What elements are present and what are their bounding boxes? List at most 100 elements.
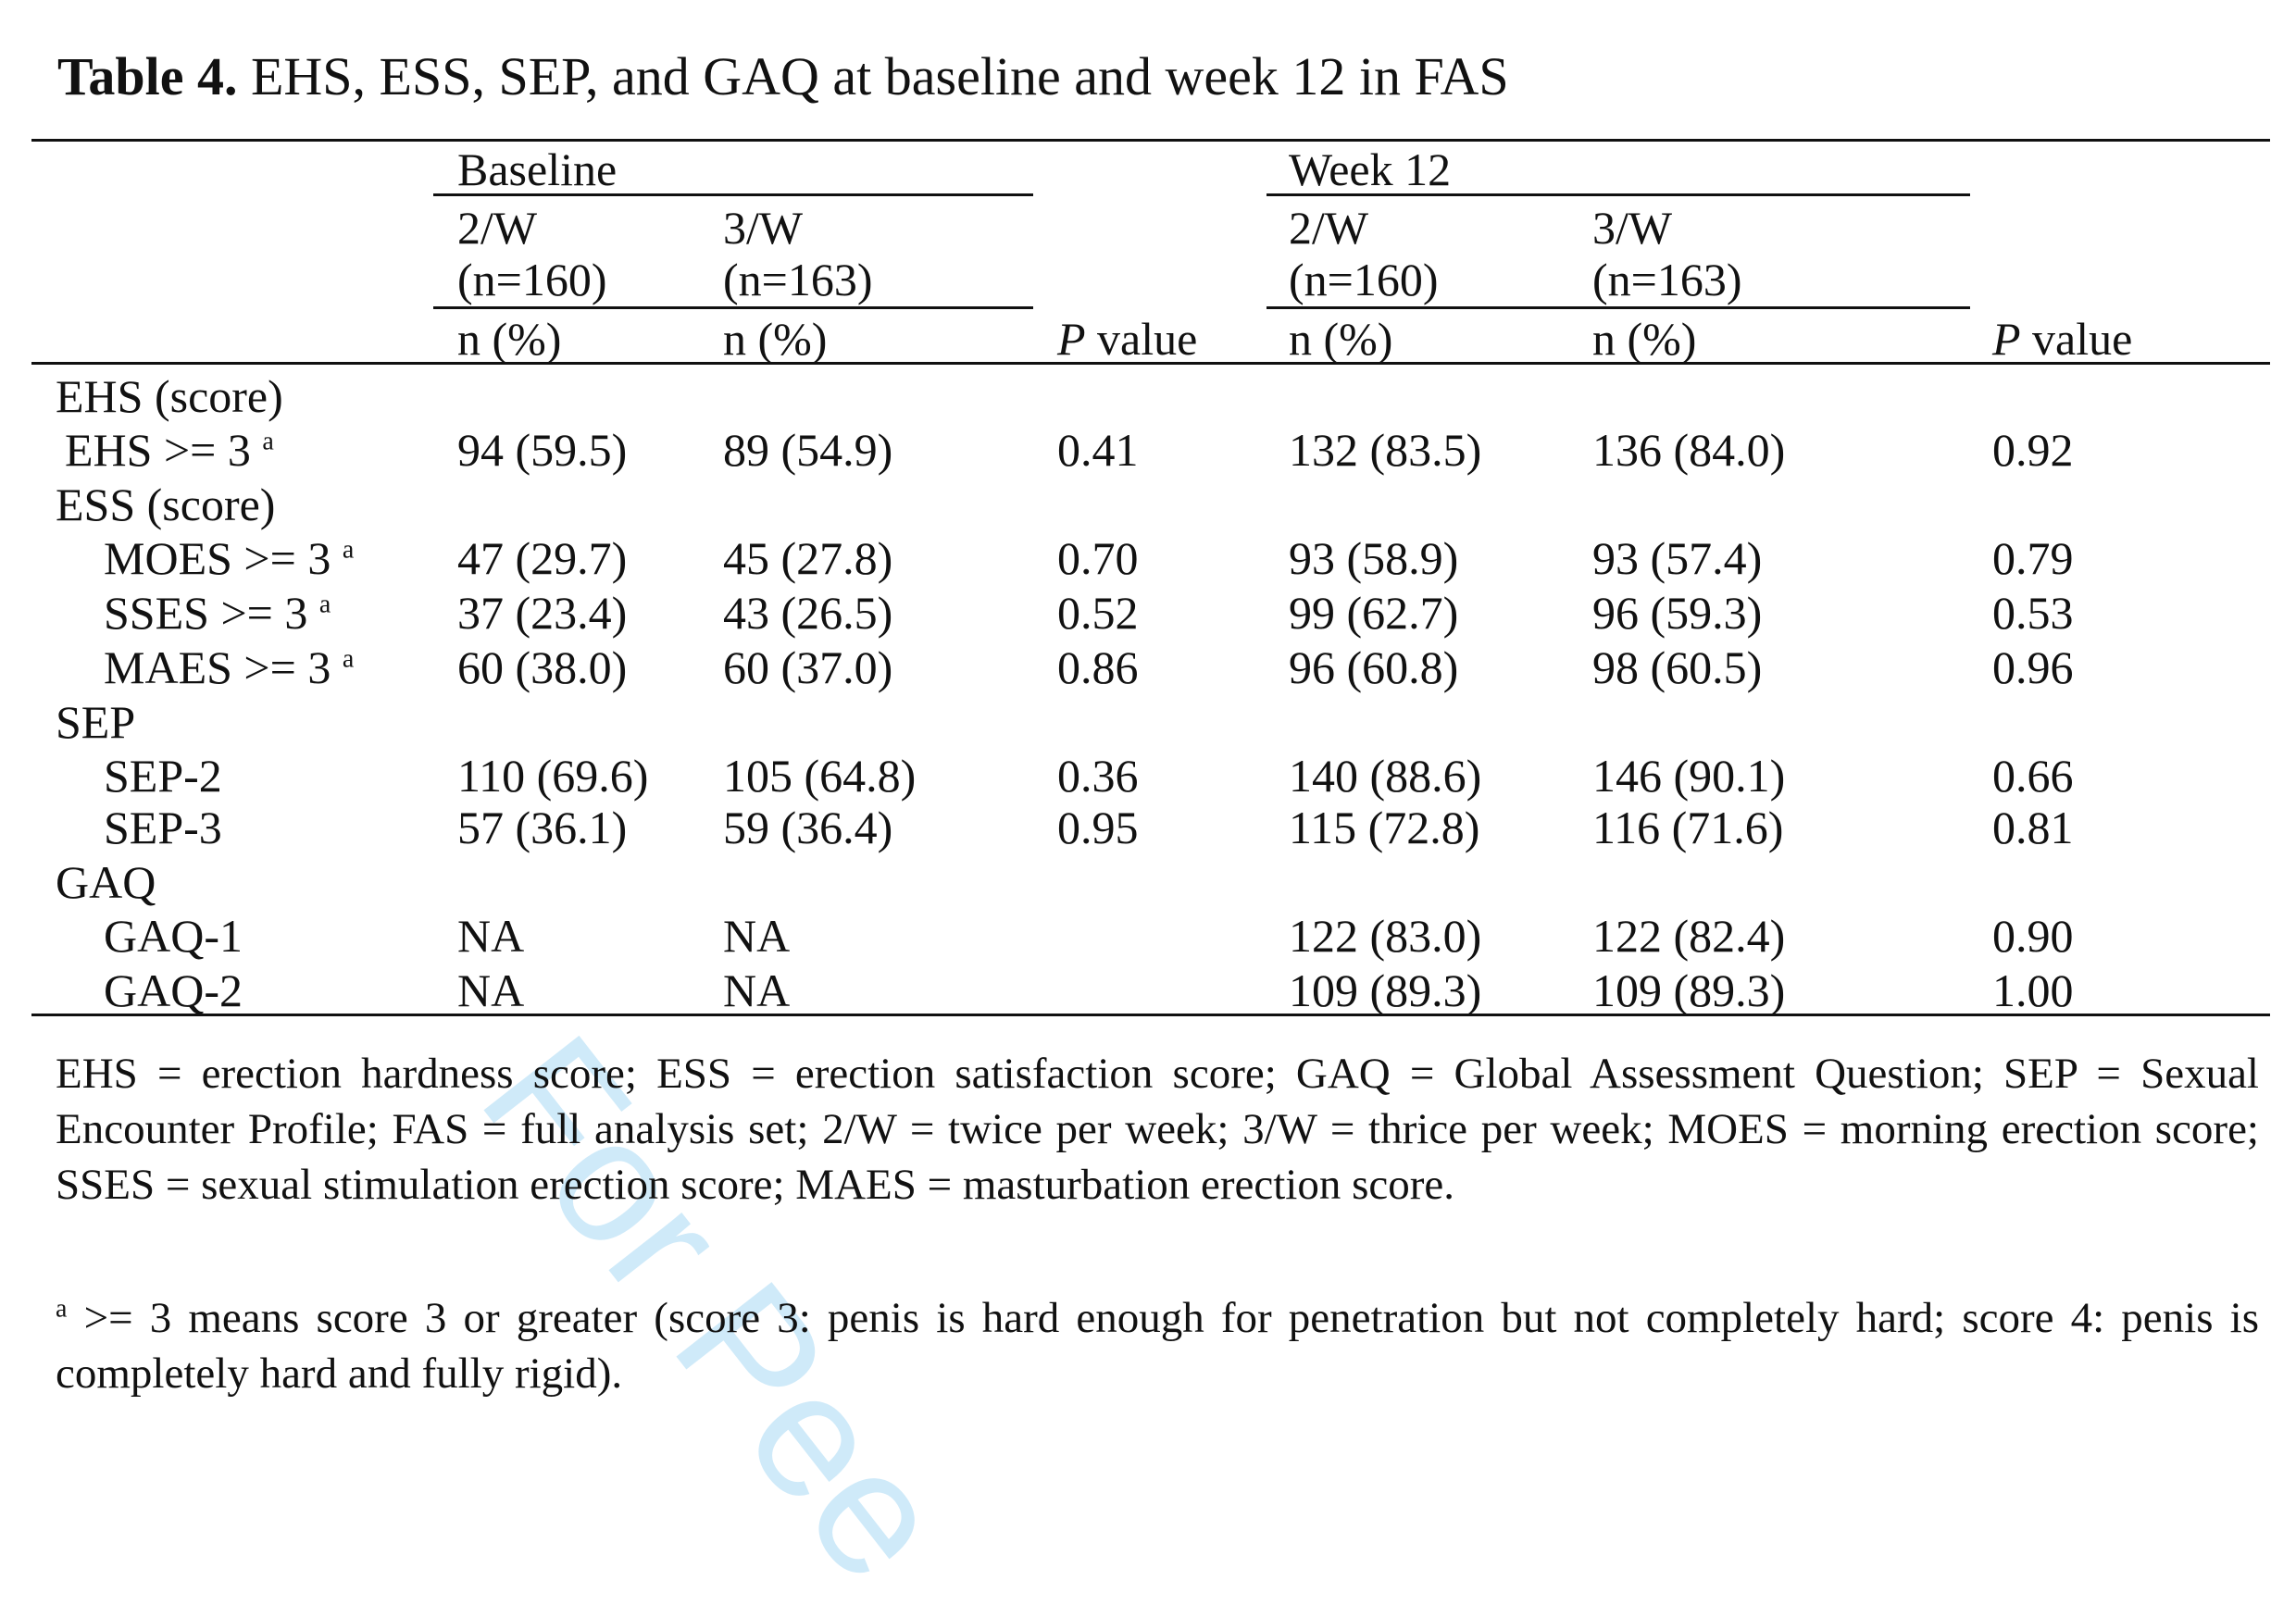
row-label: MAES >= 3 a — [104, 641, 354, 693]
cell-week12-3w: 93 (57.4) — [1592, 532, 1763, 584]
row-label: GAQ-1 — [104, 910, 243, 962]
cell-baseline-2w: 57 (36.1) — [457, 802, 628, 853]
cell-baseline-2w: 37 (23.4) — [457, 587, 628, 639]
cell-week12-pvalue: 0.79 — [1992, 532, 2074, 584]
footnote-a: a >= 3 means score 3 or greater (score 3… — [56, 1290, 2259, 1401]
header-week12-2w-npct: n (%) — [1289, 313, 1393, 365]
cell-week12-pvalue: 0.66 — [1992, 750, 2074, 802]
cell-week12-2w: 96 (60.8) — [1289, 641, 1459, 693]
header-baseline-2w: 2/W — [457, 202, 538, 254]
row-label-text: MOES >= 3 — [104, 532, 331, 584]
row-label-text: GAQ-2 — [104, 964, 243, 1016]
cell-week12-2w: 140 (88.6) — [1289, 750, 1482, 802]
cell-baseline-2w: 47 (29.7) — [457, 532, 628, 584]
cell-baseline-3w: 105 (64.8) — [723, 750, 917, 802]
cell-week12-3w: 116 (71.6) — [1592, 802, 1784, 853]
header-week12-3w-n: (n=163) — [1592, 254, 1742, 305]
baseline-n-rule — [433, 306, 1033, 309]
row-label-text: EHS >= 3 — [65, 424, 251, 476]
row-label: EHS (score) — [56, 370, 283, 422]
cell-week12-2w: 122 (83.0) — [1289, 910, 1482, 962]
cell-week12-3w: 98 (60.5) — [1592, 641, 1763, 693]
header-baseline: Baseline — [457, 143, 618, 195]
cell-baseline-pvalue: 0.41 — [1057, 424, 1139, 476]
row-label-text: EHS (score) — [56, 370, 283, 422]
row-label-text: MAES >= 3 — [104, 641, 331, 693]
cell-week12-2w: 99 (62.7) — [1289, 587, 1459, 639]
cell-week12-pvalue: 0.90 — [1992, 910, 2074, 962]
header-baseline-3w: 3/W — [723, 202, 804, 254]
cell-baseline-3w: NA — [723, 964, 791, 1016]
row-label: SEP-2 — [104, 750, 222, 802]
cell-baseline-2w: 60 (38.0) — [457, 641, 628, 693]
cell-baseline-3w: 59 (36.4) — [723, 802, 893, 853]
cell-week12-pvalue: 0.96 — [1992, 641, 2074, 693]
cell-week12-2w: 115 (72.8) — [1289, 802, 1480, 853]
row-label-text: SEP — [56, 696, 136, 748]
footnote-mark: a — [342, 535, 355, 565]
row-label: GAQ — [56, 856, 156, 908]
cell-baseline-2w: 94 (59.5) — [457, 424, 628, 476]
cell-baseline-pvalue: 0.36 — [1057, 750, 1139, 802]
header-week12-pvalue: P value — [1992, 313, 2132, 365]
p-value-word: value — [2020, 313, 2133, 365]
cell-baseline-3w: 60 (37.0) — [723, 641, 893, 693]
cell-baseline-pvalue: 0.95 — [1057, 802, 1139, 853]
row-label-text: SEP-2 — [104, 750, 222, 802]
cell-week12-2w: 93 (58.9) — [1289, 532, 1459, 584]
cell-week12-3w: 146 (90.1) — [1592, 750, 1786, 802]
cell-week12-3w: 109 (89.3) — [1592, 964, 1786, 1016]
cell-week12-3w: 96 (59.3) — [1592, 587, 1763, 639]
cell-baseline-2w: 110 (69.6) — [457, 750, 649, 802]
cell-baseline-pvalue: 0.70 — [1057, 532, 1139, 584]
cell-week12-3w: 136 (84.0) — [1592, 424, 1786, 476]
footnote-mark: a — [262, 427, 274, 456]
header-rule — [31, 362, 2270, 365]
table-caption: EHS, ESS, SEP, and GAQ at baseline and w… — [237, 46, 1509, 106]
header-week12-3w: 3/W — [1592, 202, 1673, 254]
cell-week12-2w: 109 (89.3) — [1289, 964, 1482, 1016]
p-letter: P — [1057, 313, 1086, 365]
cell-baseline-2w: NA — [457, 964, 525, 1016]
cell-baseline-pvalue: 0.86 — [1057, 641, 1139, 693]
cell-baseline-3w: NA — [723, 910, 791, 962]
footnote-mark: a — [342, 644, 355, 674]
header-week12: Week 12 — [1289, 143, 1452, 195]
row-label-text: SSES >= 3 — [104, 587, 308, 639]
footnote-a-text: >= 3 means score 3 or greater (score 3: … — [56, 1294, 2259, 1398]
week12-group-rule — [1267, 193, 1970, 196]
row-label: SSES >= 3 a — [104, 587, 331, 639]
header-week12-2w: 2/W — [1289, 202, 1369, 254]
header-week12-2w-n: (n=160) — [1289, 254, 1439, 305]
row-label: SEP-3 — [104, 802, 222, 853]
footnote-a-mark: a — [56, 1294, 68, 1324]
footnote-abbreviations: EHS = erection hardness score; ESS = ere… — [56, 1050, 2259, 1209]
row-label: EHS >= 3 a — [65, 424, 274, 476]
header-baseline-3w-n: (n=163) — [723, 254, 873, 305]
header-week12-3w-npct: n (%) — [1592, 313, 1697, 365]
cell-baseline-pvalue: 0.52 — [1057, 587, 1139, 639]
table-label: Table 4. — [57, 46, 238, 106]
row-label: SEP — [56, 696, 135, 748]
cell-week12-2w: 132 (83.5) — [1289, 424, 1482, 476]
row-label: MOES >= 3 a — [104, 532, 354, 584]
top-rule — [31, 139, 2270, 142]
cell-week12-pvalue: 0.92 — [1992, 424, 2074, 476]
cell-baseline-3w: 45 (27.8) — [723, 532, 893, 584]
cell-week12-pvalue: 1.00 — [1992, 964, 2074, 1016]
header-baseline-2w-npct: n (%) — [457, 313, 562, 365]
p-value-word: value — [1085, 313, 1198, 365]
table-page: For Pee Table 4. EHS, ESS, SEP, and GAQ … — [31, 44, 2270, 1615]
p-letter: P — [1992, 313, 2021, 365]
row-label-text: GAQ-1 — [104, 910, 243, 962]
cell-week12-3w: 122 (82.4) — [1592, 910, 1786, 962]
cell-baseline-3w: 43 (26.5) — [723, 587, 893, 639]
week12-n-rule — [1267, 306, 1970, 309]
header-baseline-pvalue: P value — [1057, 313, 1197, 365]
header-baseline-3w-npct: n (%) — [723, 313, 828, 365]
table-title: Table 4. EHS, ESS, SEP, and GAQ at basel… — [57, 44, 1509, 109]
row-label-text: GAQ — [56, 856, 156, 908]
row-label: GAQ-2 — [104, 964, 243, 1016]
row-label: ESS (score) — [56, 479, 275, 530]
bottom-rule — [31, 1014, 2270, 1016]
